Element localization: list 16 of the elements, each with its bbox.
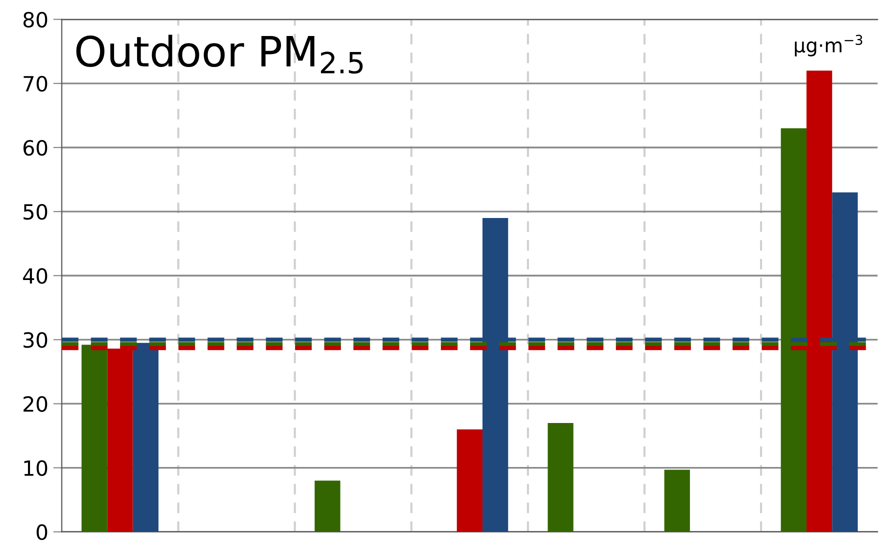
chart-title: Outdoor PM$_{2.5}$ xyxy=(76,34,363,74)
y-tick-label: 30 xyxy=(24,332,48,348)
bar xyxy=(314,480,340,532)
y-tick-label: 80 xyxy=(23,12,48,28)
y-tick-label: 40 xyxy=(23,268,48,284)
bar xyxy=(456,429,482,532)
bar xyxy=(548,422,574,532)
y-tick-label: 60 xyxy=(23,140,48,156)
y-tick-label: 10 xyxy=(24,460,48,476)
y-tick-label: 20 xyxy=(24,396,48,412)
bar xyxy=(132,342,158,532)
y-tick-label: 0 xyxy=(36,524,48,540)
bar xyxy=(664,470,690,532)
annotation: μg·m$^{−3}$ xyxy=(794,34,862,56)
y-tick-label: 50 xyxy=(24,204,48,220)
y-tick-label: 70 xyxy=(24,76,48,92)
